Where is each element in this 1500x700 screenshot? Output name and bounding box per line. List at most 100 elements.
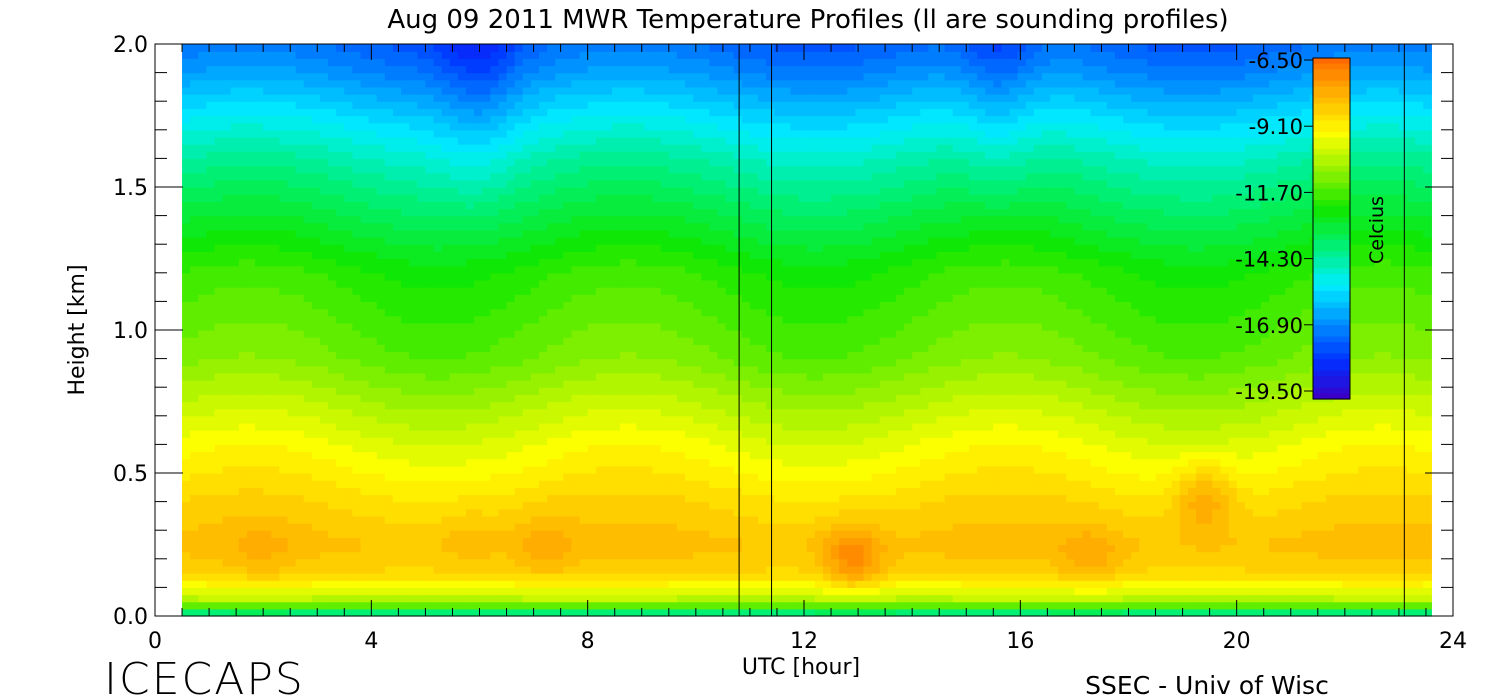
heatmap-cell <box>336 158 345 167</box>
heatmap-cell <box>376 601 386 610</box>
heatmap-cell <box>190 151 199 159</box>
heatmap-cell <box>506 544 516 553</box>
heatmap-cell <box>620 136 629 145</box>
heatmap-cell <box>612 494 621 503</box>
heatmap-cell <box>417 72 427 81</box>
heatmap-cell <box>238 444 248 453</box>
heatmap-cell <box>498 408 508 417</box>
heatmap-cell <box>271 201 280 210</box>
heatmap-cell <box>198 122 207 131</box>
heatmap-cell <box>255 279 264 288</box>
heatmap-cell <box>465 501 475 510</box>
heatmap-cell <box>660 86 670 95</box>
heatmap-cell <box>206 208 216 217</box>
heatmap-cell <box>392 301 402 310</box>
heatmap-cell <box>620 558 629 567</box>
heatmap-cell <box>482 44 491 52</box>
heatmap-cell <box>457 86 467 95</box>
heatmap-cell <box>311 451 321 460</box>
heatmap-cell <box>620 515 629 524</box>
heatmap-cell <box>182 358 191 367</box>
heatmap-cell <box>620 65 629 74</box>
heatmap-cell <box>628 258 637 267</box>
heatmap-cell <box>368 279 378 288</box>
heatmap-cell <box>392 51 402 59</box>
heatmap-cell <box>620 272 629 281</box>
heatmap-cell <box>279 444 289 453</box>
heatmap-cell <box>506 108 516 117</box>
heatmap-cell <box>579 144 589 152</box>
heatmap-cell <box>538 394 548 403</box>
heatmap-cell <box>644 251 654 260</box>
heatmap-cell <box>676 144 686 152</box>
heatmap-cell <box>660 58 670 67</box>
heatmap-cell <box>522 136 532 145</box>
heatmap-cell <box>230 580 240 588</box>
heatmap-cell <box>660 330 670 338</box>
heatmap-cell <box>547 72 556 81</box>
heatmap-cell <box>652 51 662 59</box>
heatmap-cell <box>660 473 670 481</box>
heatmap-cell <box>449 415 459 424</box>
heatmap-cell <box>198 351 207 360</box>
heatmap-cell <box>612 158 621 167</box>
heatmap-cell <box>271 272 280 281</box>
heatmap-cell <box>352 601 362 610</box>
heatmap-cell <box>271 72 280 81</box>
heatmap-cell <box>433 158 443 167</box>
heatmap-cell <box>246 115 256 124</box>
heatmap-cell <box>311 287 321 295</box>
heatmap-cell <box>263 451 272 460</box>
heatmap-cell <box>319 601 329 610</box>
heatmap-cell <box>392 530 402 538</box>
heatmap-cell <box>620 244 629 252</box>
heatmap-cell <box>214 58 224 67</box>
heatmap-cell <box>660 558 670 567</box>
heatmap-cell <box>498 172 508 181</box>
heatmap-cell <box>319 287 329 295</box>
heatmap-cell <box>352 258 362 267</box>
heatmap-cell <box>295 187 305 195</box>
heatmap-cell <box>603 444 613 453</box>
heatmap-cell <box>319 451 329 460</box>
heatmap-cell <box>668 480 678 488</box>
heatmap-cell <box>352 523 362 531</box>
heatmap-cell <box>255 179 264 188</box>
heatmap-cell <box>474 129 483 138</box>
heatmap-cell <box>530 208 540 217</box>
heatmap-cell <box>214 237 224 245</box>
heatmap-cell <box>198 580 207 588</box>
heatmap-cell <box>279 237 289 245</box>
heatmap-cell <box>571 351 581 360</box>
heatmap-cell <box>506 251 516 260</box>
heatmap-cell <box>190 494 199 503</box>
heatmap-cell <box>506 265 516 274</box>
heatmap-cell <box>279 594 289 603</box>
heatmap-cell <box>506 501 516 510</box>
heatmap-cell <box>587 208 597 217</box>
heatmap-cell <box>230 515 240 524</box>
heatmap-cell <box>190 187 199 195</box>
heatmap-cell <box>563 94 573 102</box>
heatmap-cell <box>668 108 678 117</box>
heatmap-cell <box>571 179 581 188</box>
heatmap-cell <box>352 551 362 560</box>
heatmap-cell <box>214 108 224 117</box>
heatmap-cell <box>555 258 564 267</box>
heatmap-cell <box>595 608 605 617</box>
heatmap-cell <box>222 65 232 74</box>
heatmap-cell <box>206 544 216 553</box>
heatmap-cell <box>490 501 500 510</box>
heatmap-cell <box>563 451 573 460</box>
heatmap-cell <box>579 480 589 488</box>
heatmap-cell <box>620 44 629 52</box>
heatmap-cell <box>336 122 345 131</box>
heatmap-cell <box>263 272 272 281</box>
heatmap-cell <box>279 58 289 67</box>
heatmap-cell <box>563 51 573 59</box>
heatmap-cell <box>376 501 386 510</box>
heatmap-cell <box>676 494 686 503</box>
heatmap-cell <box>263 394 272 403</box>
heatmap-cell <box>303 72 313 81</box>
heatmap-cell <box>279 65 289 74</box>
